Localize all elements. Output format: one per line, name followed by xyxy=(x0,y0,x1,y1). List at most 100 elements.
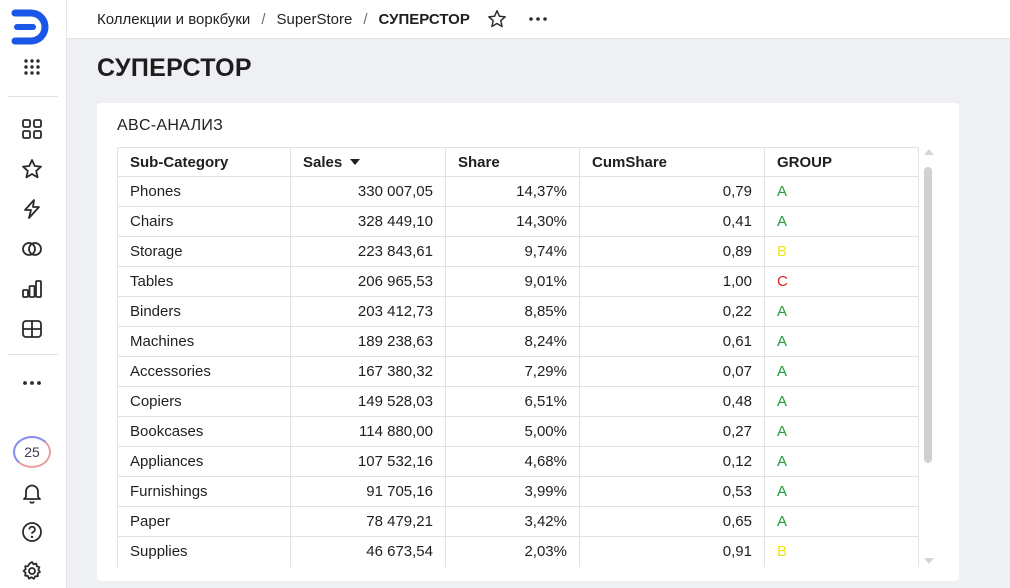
cell-sales: 78 479,21 xyxy=(290,506,446,537)
vertical-scrollbar[interactable] xyxy=(923,149,934,564)
cell-sub-category: Paper xyxy=(117,506,291,537)
table-row[interactable]: Tables 206 965,53 9,01% 1,00 C xyxy=(117,266,919,297)
cell-cumshare: 0,65 xyxy=(579,506,765,537)
cell-sales: 91 705,16 xyxy=(290,476,446,507)
table-row[interactable]: Appliances 107 532,16 4,68% 0,12 A xyxy=(117,446,919,477)
settings-gear-icon[interactable] xyxy=(18,557,46,585)
column-header-sales[interactable]: Sales xyxy=(290,147,446,177)
scrollbar-thumb[interactable] xyxy=(924,167,932,463)
cell-sub-category: Bookcases xyxy=(117,416,291,447)
sort-desc-icon xyxy=(350,158,361,165)
cell-sales: 203 412,73 xyxy=(290,296,446,327)
dashboards-icon[interactable] xyxy=(18,315,46,343)
table-row[interactable]: Storage 223 843,61 9,74% 0,89 B xyxy=(117,236,919,267)
breadcrumb-item-superstore[interactable]: SuperStore xyxy=(276,10,353,28)
column-header-sub-category[interactable]: Sub-Category xyxy=(117,147,291,177)
column-header-cumshare[interactable]: CumShare xyxy=(579,147,765,177)
sidebar: 25 xyxy=(0,0,67,588)
more-dots-icon[interactable] xyxy=(18,369,46,397)
cell-share: 9,01% xyxy=(445,266,580,297)
logo[interactable] xyxy=(11,9,55,45)
cell-sub-category: Appliances xyxy=(117,446,291,477)
cell-sales: 223 843,61 xyxy=(290,236,446,267)
cell-share: 3,42% xyxy=(445,506,580,537)
table-row[interactable]: Binders 203 412,73 8,85% 0,22 A xyxy=(117,296,919,327)
cell-sub-category: Copiers xyxy=(117,386,291,417)
cell-share: 14,37% xyxy=(445,176,580,207)
cell-cumshare: 0,22 xyxy=(579,296,765,327)
table-row[interactable]: Phones 330 007,05 14,37% 0,79 A xyxy=(117,176,919,207)
cell-sub-category: Binders xyxy=(117,296,291,327)
cell-sales: 149 528,03 xyxy=(290,386,446,417)
table-header-row: Sub-Category Sales Share CumShare GROUP xyxy=(117,147,919,177)
scroll-up-arrow-icon[interactable] xyxy=(924,149,934,155)
cell-sales: 46 673,54 xyxy=(290,536,446,567)
cell-sales: 206 965,53 xyxy=(290,266,446,297)
cell-group: A xyxy=(764,176,919,207)
page-title: СУПЕРСТОР xyxy=(97,54,252,82)
cell-share: 9,74% xyxy=(445,236,580,267)
cell-sub-category: Tables xyxy=(117,266,291,297)
cell-cumshare: 0,91 xyxy=(579,536,765,567)
sidebar-divider xyxy=(8,96,58,97)
cell-sales: 189 238,63 xyxy=(290,326,446,357)
table-row[interactable]: Supplies 46 673,54 2,03% 0,91 B xyxy=(117,536,919,567)
cell-sub-category: Supplies xyxy=(117,536,291,567)
table-row[interactable]: Chairs 328 449,10 14,30% 0,41 A xyxy=(117,206,919,237)
cell-share: 6,51% xyxy=(445,386,580,417)
table-row[interactable]: Copiers 149 528,03 6,51% 0,48 A xyxy=(117,386,919,417)
apps-grid-icon[interactable] xyxy=(18,53,46,81)
cell-cumshare: 0,53 xyxy=(579,476,765,507)
scroll-down-arrow-icon[interactable] xyxy=(924,558,934,564)
cell-sales: 107 532,16 xyxy=(290,446,446,477)
breadcrumb-item-collections[interactable]: Коллекции и воркбуки xyxy=(97,10,251,28)
table-row[interactable]: Bookcases 114 880,00 5,00% 0,27 A xyxy=(117,416,919,447)
column-header-share[interactable]: Share xyxy=(445,147,580,177)
cell-share: 14,30% xyxy=(445,206,580,237)
lightning-icon[interactable] xyxy=(18,195,46,223)
cell-share: 8,24% xyxy=(445,326,580,357)
cell-sales: 328 449,10 xyxy=(290,206,446,237)
cell-group: A xyxy=(764,356,919,387)
favorite-star-icon[interactable] xyxy=(487,9,507,29)
charts-icon[interactable] xyxy=(18,275,46,303)
cell-cumshare: 0,89 xyxy=(579,236,765,267)
cell-group: A xyxy=(764,326,919,357)
more-actions-icon[interactable] xyxy=(527,9,549,29)
cell-group: A xyxy=(764,506,919,537)
breadcrumb: Коллекции и воркбуки / SuperStore / СУПЕ… xyxy=(67,0,1010,39)
cell-share: 3,99% xyxy=(445,476,580,507)
abc-table: Sub-Category Sales Share CumShare GROUP … xyxy=(117,147,919,567)
breadcrumb-separator: / xyxy=(363,10,368,28)
table-row[interactable]: Furnishings 91 705,16 3,99% 0,53 A xyxy=(117,476,919,507)
cell-sub-category: Phones xyxy=(117,176,291,207)
notification-count-badge[interactable]: 25 xyxy=(13,436,51,468)
cell-cumshare: 0,48 xyxy=(579,386,765,417)
cell-cumshare: 0,27 xyxy=(579,416,765,447)
breadcrumb-current: СУПЕРСТОР xyxy=(378,10,470,28)
cell-sub-category: Machines xyxy=(117,326,291,357)
cell-group: A xyxy=(764,206,919,237)
column-header-sales-label: Sales xyxy=(303,153,343,171)
table-row[interactable]: Paper 78 479,21 3,42% 0,65 A xyxy=(117,506,919,537)
cell-sales: 114 880,00 xyxy=(290,416,446,447)
connections-icon[interactable] xyxy=(18,235,46,263)
notifications-bell-icon[interactable] xyxy=(18,479,46,507)
breadcrumb-separator: / xyxy=(261,10,266,28)
table-row[interactable]: Machines 189 238,63 8,24% 0,61 A xyxy=(117,326,919,357)
cell-group: C xyxy=(764,266,919,297)
favorites-star-icon[interactable] xyxy=(18,155,46,183)
cell-share: 2,03% xyxy=(445,536,580,567)
sidebar-divider xyxy=(8,354,58,355)
cell-share: 8,85% xyxy=(445,296,580,327)
collections-icon[interactable] xyxy=(18,115,46,143)
widget-title: ABC-АНАЛИЗ xyxy=(117,117,224,134)
cell-group: A xyxy=(764,446,919,477)
cell-sales: 330 007,05 xyxy=(290,176,446,207)
abc-analysis-widget: ABC-АНАЛИЗ Sub-Category Sales Share CumS… xyxy=(97,103,959,581)
help-icon[interactable] xyxy=(18,518,46,546)
column-header-group[interactable]: GROUP xyxy=(764,147,919,177)
cell-cumshare: 0,41 xyxy=(579,206,765,237)
cell-group: B xyxy=(764,236,919,267)
table-row[interactable]: Accessories 167 380,32 7,29% 0,07 A xyxy=(117,356,919,387)
